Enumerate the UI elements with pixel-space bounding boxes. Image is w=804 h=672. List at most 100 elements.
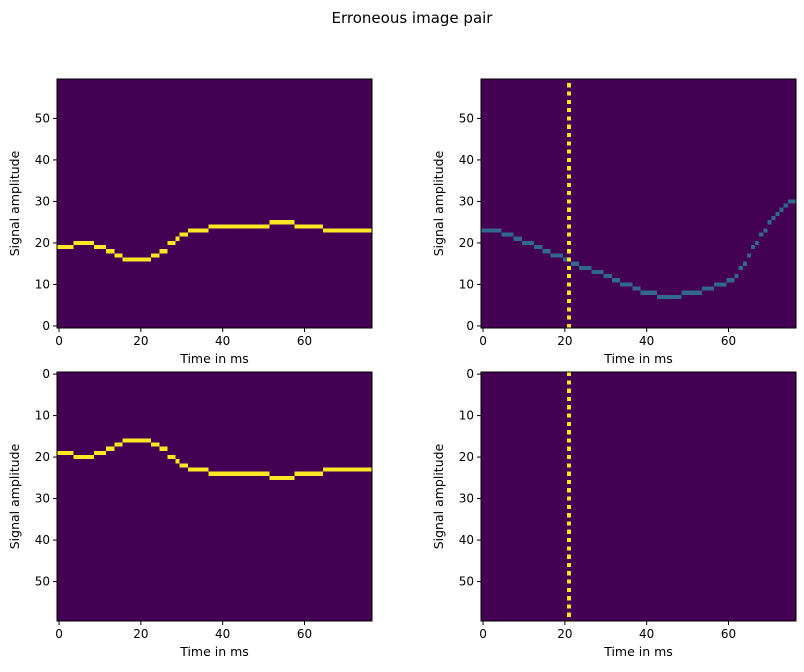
y-tick-label: 30	[459, 194, 474, 208]
marker-cell	[566, 108, 571, 113]
y-tick-label: 0	[466, 319, 474, 333]
marker-cell	[566, 612, 571, 617]
trace-segment	[151, 253, 160, 258]
marker-cell	[566, 562, 571, 568]
y-tick-label: 50	[35, 575, 50, 589]
marker-cell	[566, 116, 571, 121]
y-tick-label: 20	[35, 450, 50, 464]
vertical-marker	[566, 83, 571, 328]
trace-segment	[175, 459, 180, 464]
panel-bottom-right: 0 20 40 60 0 10 20 30 40 50 Time in ms Signal ampli…	[431, 367, 797, 659]
trace-segment	[106, 446, 115, 451]
trace-segment	[763, 228, 768, 233]
y-tick-label: 30	[35, 194, 50, 208]
trace-segment	[122, 257, 152, 262]
marker-cell	[566, 149, 571, 154]
x-tick-label: 20	[557, 627, 572, 641]
trace-segment	[73, 455, 94, 460]
marker-cell	[566, 396, 571, 402]
axes-frame	[56, 78, 373, 329]
y-tick-label: 40	[35, 153, 50, 167]
y-tick-label: 10	[459, 409, 474, 423]
trace-segment	[755, 240, 760, 245]
axes-frame	[480, 371, 797, 622]
y-tick-label: 50	[459, 111, 474, 125]
trace-segment	[73, 240, 94, 245]
trace-segment	[571, 261, 580, 266]
x-tick-label: 40	[639, 627, 654, 641]
trace-segment	[611, 278, 621, 283]
y-axis-label: Signal amplitude	[7, 443, 22, 549]
trace-segment	[114, 253, 123, 258]
marker-cell	[566, 83, 571, 88]
marker-cell	[566, 249, 571, 254]
marker-cell	[566, 488, 571, 493]
marker-cell	[566, 298, 571, 304]
trace-segment	[269, 475, 295, 480]
marker-cell	[566, 232, 571, 237]
y-tick-label: 40	[459, 153, 474, 167]
trace-segment	[751, 245, 756, 250]
y-tick-label: 0	[466, 367, 474, 381]
x-tick-label: 20	[133, 334, 148, 348]
marker-cell	[566, 546, 571, 551]
marker-cell	[566, 388, 571, 393]
marker-cell	[566, 571, 571, 576]
trace-segment	[106, 249, 115, 254]
trace-segment	[187, 467, 209, 472]
axes-frame	[480, 78, 797, 329]
marker-cell	[566, 587, 571, 592]
trace-segment	[746, 253, 751, 258]
trace-segment	[767, 220, 772, 225]
x-tick-label: 20	[557, 334, 572, 348]
marker-cell	[566, 174, 571, 179]
marker-cell	[566, 124, 571, 129]
marker-cell	[566, 496, 571, 501]
marker-cell	[566, 323, 571, 328]
trace-segment	[779, 207, 784, 212]
y-tick-label: 20	[459, 236, 474, 250]
marker-cell	[566, 579, 571, 584]
trace-segment	[322, 467, 372, 472]
marker-cell	[566, 405, 571, 410]
trace-segment	[783, 203, 788, 208]
marker-cell	[566, 604, 571, 609]
marker-cell	[566, 529, 571, 534]
marker-cell	[566, 207, 571, 212]
trace-segment	[93, 245, 107, 250]
trace-segment	[208, 224, 270, 229]
marker-cell	[566, 99, 571, 104]
trace-segment	[787, 199, 796, 204]
y-tick-label: 0	[42, 319, 50, 333]
trace-segment	[179, 463, 188, 468]
trace-segment	[579, 265, 592, 270]
x-tick-label: 60	[297, 334, 312, 348]
marker-cell	[566, 438, 571, 443]
trace-segment	[513, 236, 522, 241]
trace-segment	[550, 253, 563, 258]
trace-segment	[269, 220, 295, 225]
trace-segment	[179, 232, 188, 237]
trace-segment	[603, 274, 612, 279]
marker-cell	[566, 446, 571, 451]
trace-segment	[714, 282, 727, 287]
marker-cell	[566, 504, 571, 509]
marker-cell	[566, 224, 571, 229]
trace-segment	[759, 232, 764, 237]
trace-segment	[159, 446, 168, 451]
trace-segment	[656, 294, 682, 299]
vertical-marker	[566, 372, 571, 617]
marker-cell	[566, 471, 571, 476]
axes-frame	[56, 371, 373, 622]
marker-cell	[566, 413, 571, 418]
x-axis-label: Time in ms	[603, 351, 673, 366]
y-axis-label: Signal amplitude	[7, 150, 22, 256]
y-tick-label: 10	[459, 277, 474, 291]
figure-suptitle: Erroneous image pair	[332, 9, 494, 27]
y-tick-label: 0	[42, 367, 50, 381]
marker-cell	[566, 554, 571, 559]
marker-cell	[566, 463, 571, 468]
marker-cell	[566, 91, 571, 96]
x-axis-label: Time in ms	[179, 351, 249, 366]
trace-segment	[534, 245, 543, 250]
